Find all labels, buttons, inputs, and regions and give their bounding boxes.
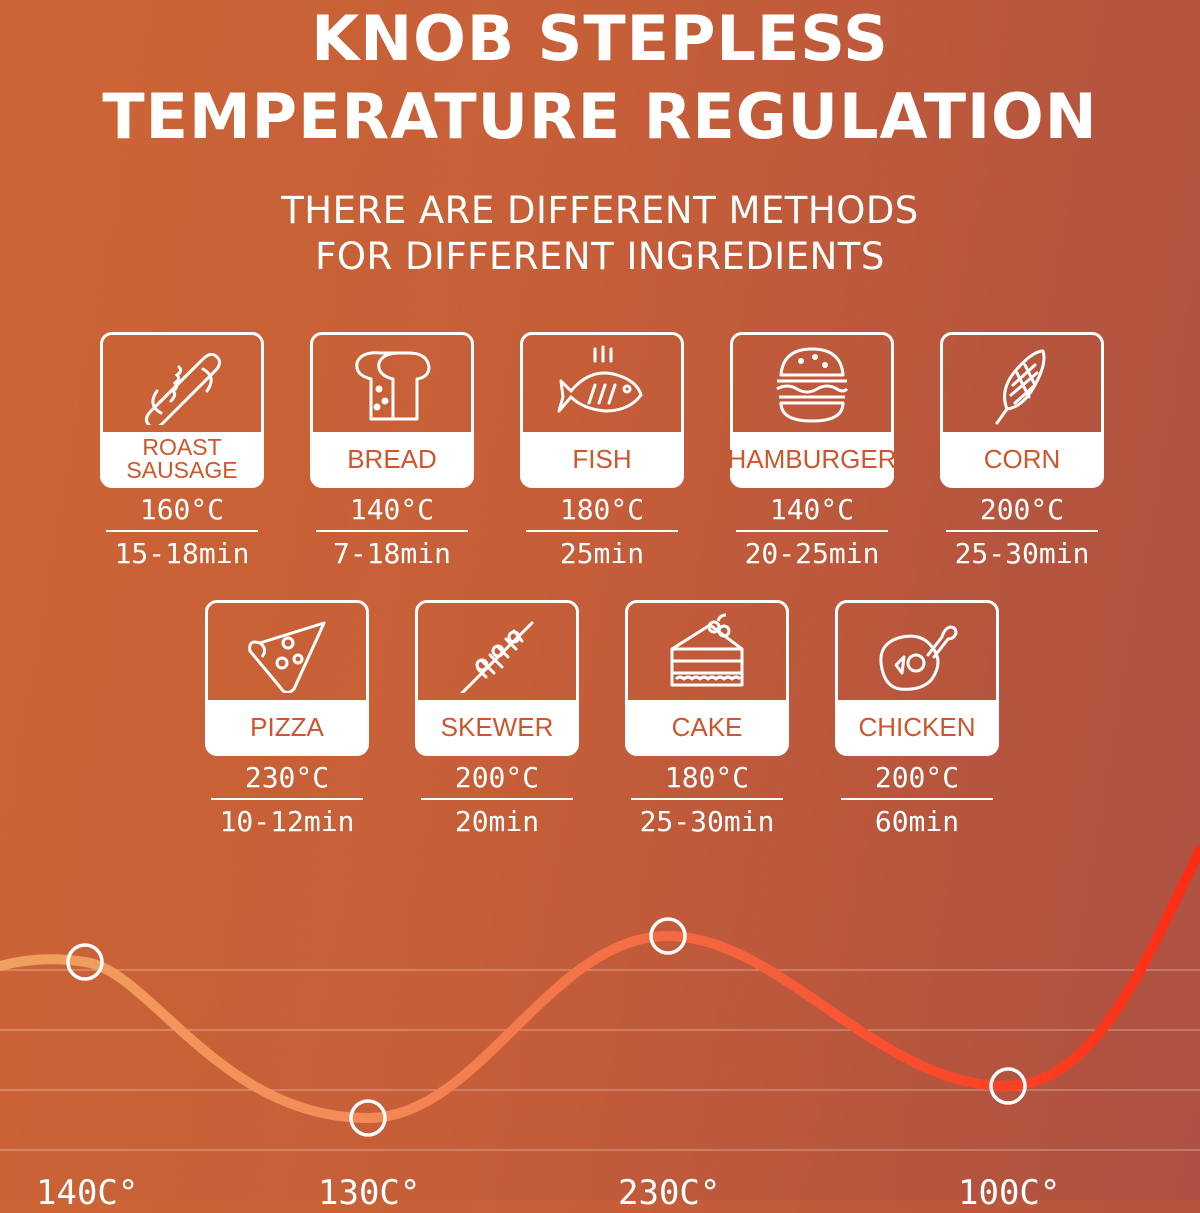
food-card-box: ROAST SAUSAGE [100, 332, 264, 488]
title-line-1: KNOB STEPLESS [311, 2, 889, 75]
food-temp: 160°C [139, 493, 225, 526]
food-label: SKEWER [418, 700, 576, 753]
skewer-icon [460, 621, 534, 693]
food-card-corn: CORN 200°C 25-30min [940, 332, 1104, 568]
divider [211, 798, 363, 800]
food-temp: 180°C [664, 761, 750, 794]
food-card-hamburger: HAMBURGER 140°C 20-25min [728, 332, 897, 570]
food-time: 25-30min [954, 537, 1090, 570]
curve-point-230 [649, 917, 687, 955]
divider [106, 530, 258, 532]
food-card-chicken: CHICKEN 200°C 60min [835, 600, 999, 836]
food-card-box: CORN [940, 332, 1104, 488]
curve-label: 230C° [618, 1173, 721, 1213]
food-temp: 200°C [979, 493, 1065, 526]
curve-label: 130C° [318, 1173, 421, 1213]
food-card-box: BREAD [310, 332, 474, 488]
food-label: FISH [523, 432, 681, 485]
divider [946, 530, 1098, 532]
food-card-box: PIZZA [205, 600, 369, 756]
cake-icon [670, 613, 744, 687]
divider [841, 798, 993, 800]
food-temp: 200°C [874, 761, 960, 794]
temperature-curve [0, 845, 1200, 1124]
food-temp: 200°C [454, 761, 540, 794]
food-card-box: FISH [520, 332, 684, 488]
divider [631, 798, 783, 800]
food-label: ROAST SAUSAGE [103, 432, 261, 485]
bread-icon [355, 351, 431, 421]
divider [526, 530, 678, 532]
food-temp: 140°C [769, 493, 855, 526]
food-card-cake: CAKE 180°C 25-30min [625, 600, 789, 836]
food-label: CHICKEN [838, 700, 996, 753]
hamburger-icon [776, 347, 849, 423]
curve-point-130 [349, 1099, 387, 1137]
food-label: HAMBURGER [728, 432, 897, 485]
food-card-fish: FISH 180°C 25min [520, 332, 684, 568]
food-time: 7-18min [332, 537, 451, 570]
food-temp: 230°C [244, 761, 330, 794]
food-time: 20-25min [744, 537, 880, 570]
hotdog-icon [144, 352, 222, 425]
food-label: BREAD [313, 432, 471, 485]
divider [736, 530, 888, 532]
subtitle-line-2: FOR DIFFERENT INGREDIENTS [315, 235, 885, 278]
corn-icon [995, 349, 1046, 425]
curve-label: 140C° [36, 1173, 139, 1213]
food-label: PIZZA [208, 700, 366, 753]
food-time: 15-18min [114, 537, 250, 570]
food-time: 10-12min [219, 805, 355, 838]
food-label: CORN [943, 432, 1101, 485]
divider [421, 798, 573, 800]
food-time: 25min [559, 537, 645, 570]
food-card-bread: BREAD 140°C 7-18min [310, 332, 474, 568]
fish-icon [557, 345, 643, 413]
food-card-box: SKEWER [415, 600, 579, 756]
food-temp: 140°C [349, 493, 435, 526]
food-card-box: HAMBURGER [728, 332, 897, 488]
chicken-icon [879, 625, 958, 691]
food-card-skewer: SKEWER 200°C 20min [415, 600, 579, 836]
curve-point-100 [989, 1067, 1027, 1105]
food-card-box: CHICKEN [835, 600, 999, 756]
food-card-roast-sausage: ROAST SAUSAGE 160°C 15-18min [100, 332, 264, 568]
food-temp: 180°C [559, 493, 645, 526]
food-time: 20min [454, 805, 540, 838]
pizza-icon [248, 621, 326, 693]
subtitle-line-1: THERE ARE DIFFERENT METHODS [281, 189, 919, 232]
divider [316, 530, 468, 532]
title-line-2: TEMPERATURE REGULATION [102, 80, 1098, 153]
food-card-pizza: PIZZA 230°C 10-12min [205, 600, 369, 836]
food-card-box: CAKE [625, 600, 789, 756]
food-time: 60min [874, 805, 960, 838]
food-time: 25-30min [639, 805, 775, 838]
curve-point-140 [66, 943, 104, 981]
curve-label: 100C° [958, 1173, 1061, 1213]
temperature-curve-chart [0, 845, 1200, 1151]
food-label: CAKE [628, 700, 786, 753]
